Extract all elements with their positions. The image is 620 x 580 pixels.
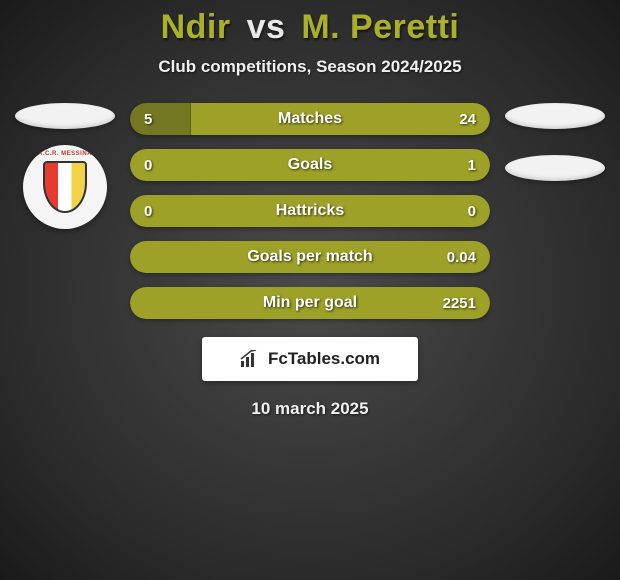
stat-label: Goals <box>288 156 332 174</box>
left-column: A.C.R. MESSINA <box>10 103 120 229</box>
stat-bar: Min per goal 2251 <box>130 287 490 319</box>
stat-bar: 0 Hattricks 0 <box>130 195 490 227</box>
stat-value-right: 0.04 <box>447 249 476 266</box>
right-column <box>500 103 610 181</box>
player1-club-badge: A.C.R. MESSINA <box>23 145 107 229</box>
badge-team-text: A.C.R. MESSINA <box>30 151 100 157</box>
player2-placeholder-ellipse-2 <box>505 155 605 181</box>
player2-placeholder-ellipse-1 <box>505 103 605 129</box>
vs-text: vs <box>247 8 286 46</box>
stat-bar: Goals per match 0.04 <box>130 241 490 273</box>
content-row: A.C.R. MESSINA 5 Matches 24 0 Goals 1 0 Hattric… <box>0 103 620 319</box>
stat-label: Min per goal <box>263 294 357 312</box>
stat-value-left: 0 <box>144 203 152 220</box>
stat-value-right: 0 <box>468 203 476 220</box>
stat-bar: 5 Matches 24 <box>130 103 490 135</box>
stat-value-left: 5 <box>144 111 152 128</box>
stat-label: Hattricks <box>276 202 344 220</box>
stat-value-left: 0 <box>144 157 152 174</box>
stat-value-right: 1 <box>468 157 476 174</box>
player2-name: M. Peretti <box>301 8 459 46</box>
player1-placeholder-ellipse <box>15 103 115 129</box>
shield-icon <box>43 161 87 213</box>
comparison-title: Ndir vs M. Peretti <box>0 0 620 47</box>
chart-icon <box>240 350 262 368</box>
date-text: 10 march 2025 <box>0 399 620 419</box>
bar-fill-left <box>130 103 191 135</box>
stat-label: Matches <box>278 110 342 128</box>
stat-value-right: 24 <box>459 111 476 128</box>
stat-value-right: 2251 <box>443 295 476 312</box>
stat-label: Goals per match <box>247 248 372 266</box>
player1-name: Ndir <box>161 8 231 46</box>
stat-bar: 0 Goals 1 <box>130 149 490 181</box>
brand-box: FcTables.com <box>202 337 418 381</box>
subtitle: Club competitions, Season 2024/2025 <box>0 57 620 77</box>
brand-text: FcTables.com <box>268 349 380 369</box>
stat-bars: 5 Matches 24 0 Goals 1 0 Hattricks 0 Goals per ma… <box>130 103 490 319</box>
